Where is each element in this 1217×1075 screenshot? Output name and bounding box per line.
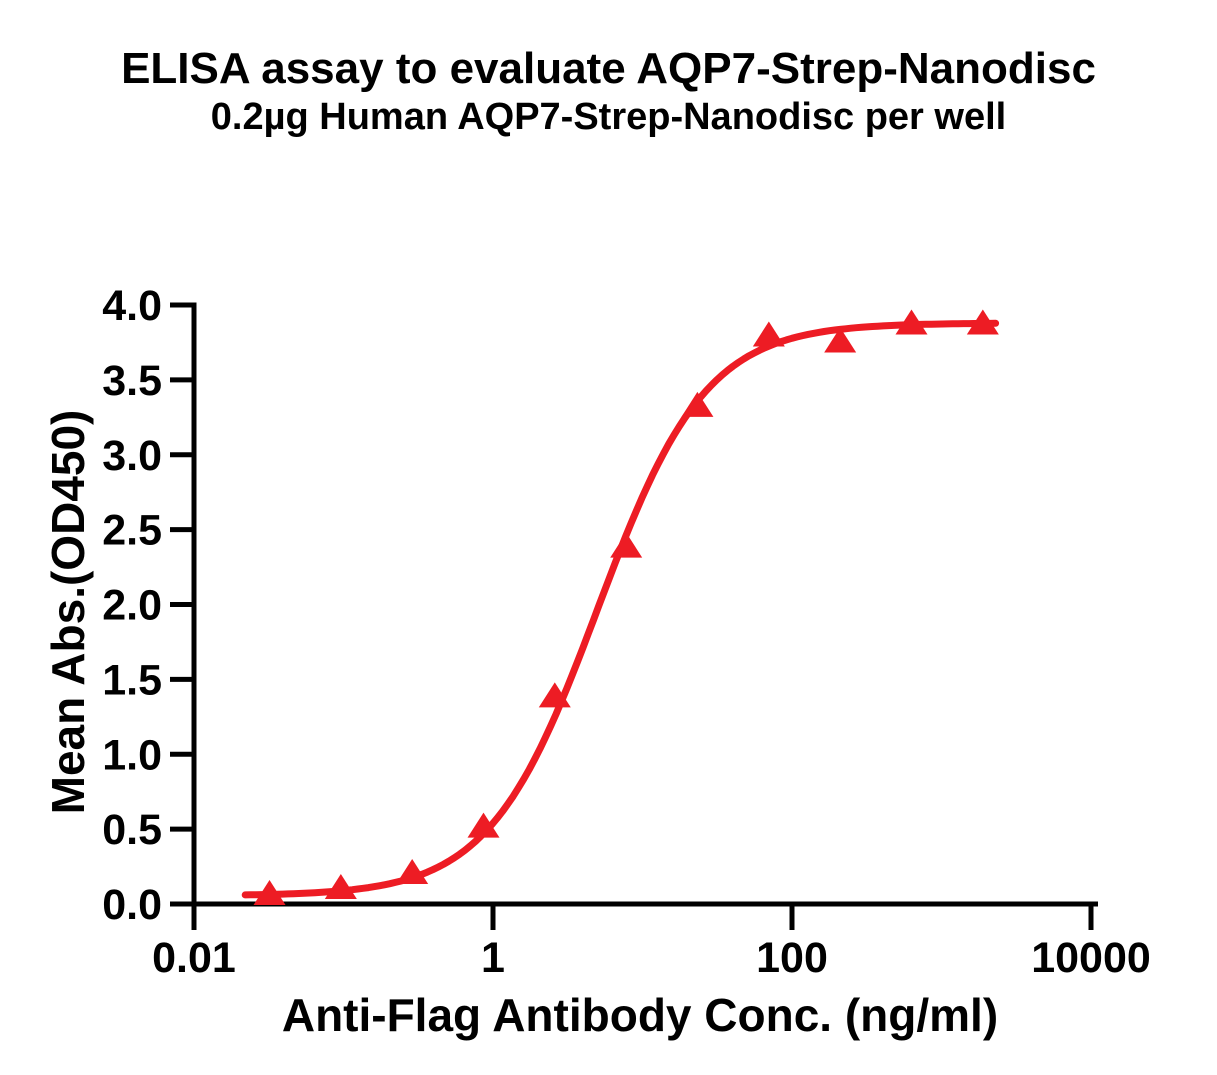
data-point-marker	[966, 309, 999, 335]
data-point-marker	[824, 327, 857, 353]
y-tick-label: 2.0	[102, 582, 162, 630]
chart-title: ELISA assay to evaluate AQP7-Strep-Nanod…	[121, 44, 1096, 93]
x-tick-label: 1	[481, 934, 505, 982]
data-point-marker	[396, 859, 429, 885]
y-tick-label: 1.5	[102, 656, 162, 704]
y-tick-label: 1.0	[102, 731, 162, 779]
chart-subtitle: 0.2µg Human AQP7-Strep-Nanodisc per well	[210, 96, 1007, 138]
data-point-marker	[538, 682, 571, 708]
x-tick-label: 100	[756, 934, 828, 982]
fit-curve	[241, 319, 1000, 899]
data-point-marker	[681, 391, 714, 417]
data-point-marker	[610, 532, 643, 558]
y-tick-label: 3.5	[102, 357, 162, 405]
x-tick-label: 0.01	[152, 934, 236, 982]
x-tick-label: 10000	[1031, 934, 1151, 982]
data-point-marker	[467, 812, 500, 838]
data-point-marker	[253, 880, 286, 906]
y-tick-label: 4.0	[102, 282, 162, 330]
y-axis-label: Mean Abs.(OD450)	[42, 409, 94, 815]
x-axis-label: Anti-Flag Antibody Conc. (ng/ml)	[281, 989, 999, 1041]
data-point-marker	[324, 874, 357, 900]
y-tick-label: 3.0	[102, 432, 162, 480]
y-tick-label: 0.0	[102, 881, 162, 929]
y-tick-label: 0.5	[102, 806, 162, 854]
data-point-marker	[895, 309, 928, 335]
y-tick-label: 2.5	[102, 507, 162, 555]
data-point-marker	[752, 321, 785, 347]
